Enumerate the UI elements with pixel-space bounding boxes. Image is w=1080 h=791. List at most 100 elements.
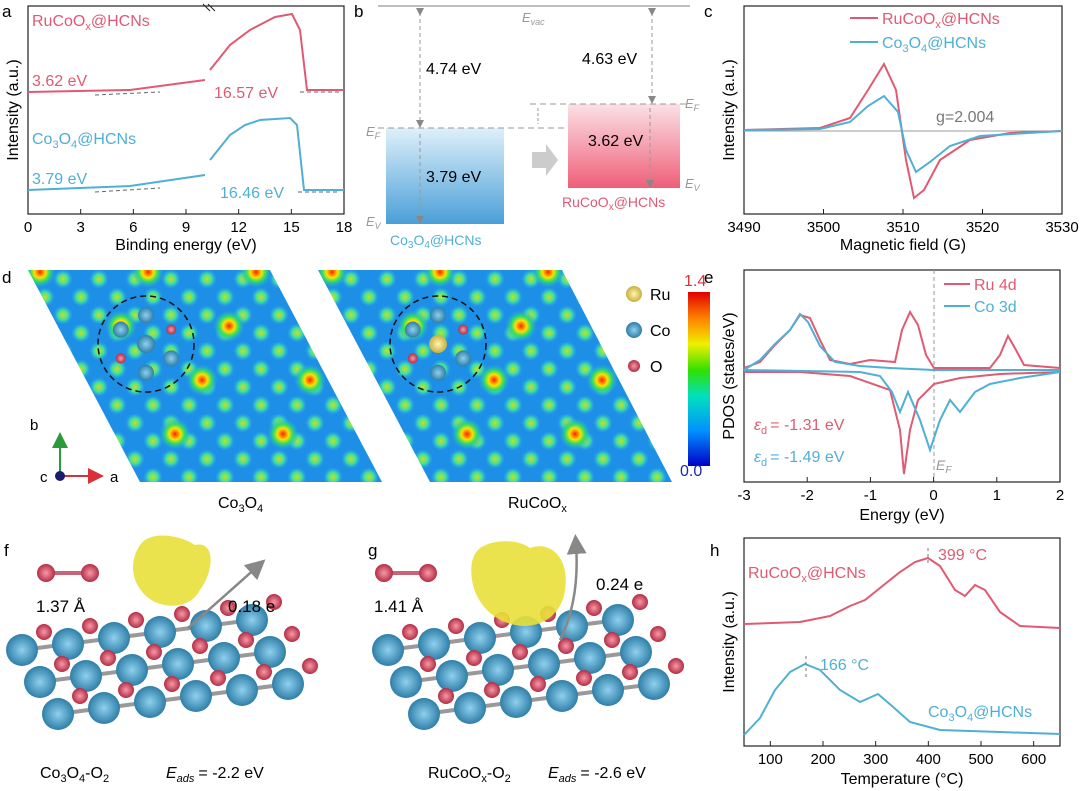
density-hotspot bbox=[505, 310, 537, 342]
panel-h: h 399 °C 166 °C RuCoOx@HCNs Co3O4@HCNs 1… bbox=[710, 537, 1061, 788]
legend-co-d: Co bbox=[650, 323, 671, 340]
x-tick-label: 300 bbox=[863, 751, 888, 768]
panel-label-h: h bbox=[710, 541, 719, 560]
density-hotspot bbox=[213, 310, 245, 342]
tangent-co-low bbox=[94, 187, 161, 193]
panel-f: f 1.37 Å 0.18 e Co3O4-O2 Eads = -2.2 eV bbox=[4, 535, 318, 785]
axes-frame-c bbox=[743, 5, 1063, 215]
o-atom bbox=[54, 656, 70, 672]
series-ru-up-e bbox=[743, 309, 1061, 369]
co-atom bbox=[574, 642, 606, 674]
series-co-low bbox=[27, 174, 206, 191]
x-tick-label: 1 bbox=[993, 487, 1001, 504]
co-atom bbox=[226, 674, 258, 706]
x-tick-label: 0 bbox=[929, 487, 937, 504]
co-atom bbox=[190, 610, 222, 642]
x-tick-label: 3520 bbox=[966, 219, 999, 236]
panel-label-f: f bbox=[4, 541, 9, 560]
density-hotspot bbox=[559, 418, 591, 450]
legend-ru-a: RuCoOx@HCNs bbox=[32, 13, 150, 33]
peak-co: 166 °C bbox=[820, 657, 869, 674]
density-hotspot bbox=[240, 270, 272, 288]
ef-label-right: EF bbox=[685, 96, 700, 113]
x-tick-label: 3500 bbox=[807, 219, 840, 236]
slab-f bbox=[6, 594, 318, 730]
co-atom bbox=[272, 668, 304, 700]
o-atom bbox=[164, 676, 180, 692]
co-atom bbox=[500, 686, 532, 718]
legend-o-d: O bbox=[650, 359, 662, 376]
co-atom bbox=[546, 680, 578, 712]
co-atom bbox=[42, 698, 74, 730]
legend-co-c: Co3O4@HCNs bbox=[882, 35, 986, 55]
charge-f: 0.18 e bbox=[228, 597, 275, 616]
x-tick-label: -2 bbox=[801, 487, 814, 504]
o-atom bbox=[576, 670, 592, 686]
o-atom bbox=[266, 594, 282, 610]
panel-d: d b a c Co3O4 RuCoOx Ru Co O 1.4 0.0 bbox=[2, 268, 710, 515]
o-atom bbox=[82, 618, 98, 634]
legend-ru-c: RuCoOx@HCNs bbox=[882, 11, 1000, 31]
x-tick-label: 600 bbox=[1021, 751, 1046, 768]
density-hotspot bbox=[28, 270, 56, 288]
panel-label-c: c bbox=[704, 2, 713, 21]
panel-g: g 1.41 Å 0.24 e RuCoOx-O2 Eads = -2.6 eV bbox=[368, 534, 684, 785]
ylabel-a: Intensity (a.u.) bbox=[5, 59, 22, 160]
co-atom bbox=[112, 321, 129, 338]
panel-b: b Evac 4.74 eV 4.63 eV 3.79 eV 3.62 eV E… bbox=[354, 2, 701, 251]
charge-arrow-g bbox=[558, 534, 587, 641]
x-tick-label: 100 bbox=[758, 751, 783, 768]
colorbar bbox=[688, 292, 710, 466]
x-tick-label: 500 bbox=[968, 751, 993, 768]
o-atom bbox=[238, 632, 254, 648]
o-atom bbox=[558, 638, 574, 654]
xlabel-c: Magnetic field (G) bbox=[840, 237, 966, 254]
density-hotspot bbox=[478, 364, 510, 396]
series-co-h bbox=[743, 662, 1061, 736]
x-tick-label: 3530 bbox=[1045, 219, 1078, 236]
x-tick-label: 0 bbox=[24, 219, 32, 236]
co-atom bbox=[592, 674, 624, 706]
co-atom bbox=[162, 648, 194, 680]
o-atom bbox=[466, 650, 482, 666]
density-hotspot bbox=[532, 270, 564, 288]
ef-label-e: EF bbox=[936, 457, 952, 476]
bond-f: 1.37 Å bbox=[36, 597, 86, 616]
co-atom bbox=[88, 692, 120, 724]
o-atom bbox=[402, 624, 418, 640]
co-atom bbox=[137, 335, 155, 353]
x-tick-label: 6 bbox=[129, 219, 137, 236]
co-atom bbox=[52, 628, 84, 660]
density-hotspot bbox=[159, 418, 191, 450]
o-atom bbox=[284, 626, 300, 642]
o-atom bbox=[174, 606, 190, 622]
x-tick-label: -3 bbox=[737, 487, 750, 504]
x-ticks-a: 0 3 6 9 12 15 18 bbox=[24, 209, 352, 236]
co-atom bbox=[482, 654, 514, 686]
charge-density-f bbox=[133, 535, 211, 606]
co-atom bbox=[408, 698, 440, 730]
density-hotspot bbox=[318, 270, 348, 288]
co-atom bbox=[454, 692, 486, 724]
co-atom bbox=[418, 628, 450, 660]
x-tick-label: 3510 bbox=[886, 219, 919, 236]
x-ticks-c: 3490 3500 3510 3520 3530 bbox=[727, 209, 1079, 236]
caption-f: Co3O4-O2 bbox=[40, 765, 109, 785]
axis-break-a bbox=[202, 3, 211, 12]
o-atom bbox=[128, 612, 144, 628]
o-atom bbox=[220, 600, 236, 616]
series-co-high bbox=[209, 116, 344, 191]
co-atom bbox=[6, 634, 38, 666]
atoms-left bbox=[112, 307, 180, 381]
axis-c-label: c bbox=[40, 469, 48, 486]
co-atom bbox=[144, 616, 176, 648]
caption-g: RuCoOx-O2 bbox=[428, 765, 511, 785]
ef-label-left: EF bbox=[366, 124, 381, 141]
ylabel-c: Intensity (a.u.) bbox=[721, 59, 738, 160]
highlight-circle-right bbox=[389, 295, 487, 393]
series-ru-h bbox=[743, 556, 1061, 629]
xlabel-a: Binding energy (eV) bbox=[115, 237, 256, 254]
cutoff-ru-low: 3.62 eV bbox=[32, 73, 87, 90]
x-ticks-e: -3 -2 -1 0 1 2 bbox=[737, 477, 1064, 504]
ylabel-h: Intensity (a.u.) bbox=[721, 591, 738, 692]
